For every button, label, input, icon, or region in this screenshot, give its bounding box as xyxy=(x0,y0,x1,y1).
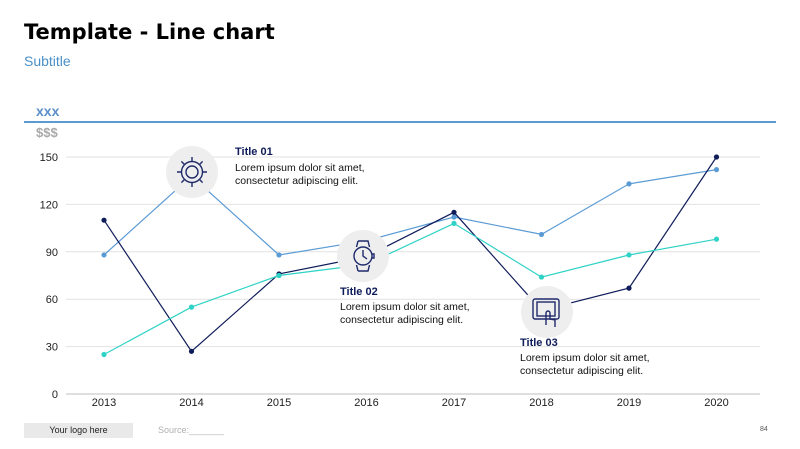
series-3-point xyxy=(626,252,632,258)
callout-2-text-line-1: Lorem ipsum dolor sit amet, xyxy=(340,301,470,313)
x-tick-label: 2016 xyxy=(354,397,378,409)
y-tick-label: 120 xyxy=(40,199,58,211)
y-tick-label: 90 xyxy=(46,247,58,259)
chart-unit-label: $$$ xyxy=(36,125,58,140)
logo-placeholder: Your logo here xyxy=(24,423,133,438)
series-3-point xyxy=(276,272,282,279)
chart-series-label: xxx xyxy=(36,103,60,119)
callout-2-icon-circle xyxy=(337,230,389,282)
series-3-point xyxy=(713,236,720,242)
series-3-point xyxy=(101,351,107,358)
watch-icon xyxy=(353,240,375,272)
x-tick-label: 2017 xyxy=(442,397,466,409)
callout-3-text-line-2: consectetur adipiscing elit. xyxy=(520,365,644,377)
series-3-line xyxy=(103,222,717,356)
gear-icon xyxy=(177,157,207,187)
y-tick-label: 30 xyxy=(46,342,58,354)
callout-2-title: Title 02 xyxy=(340,286,378,298)
callout-1-icon-circle xyxy=(166,146,218,198)
series-1-point xyxy=(101,252,107,258)
series-2-point xyxy=(101,217,107,223)
y-tick-label: 0 xyxy=(52,389,58,401)
series-1-point xyxy=(276,252,282,258)
callout-3-title: Title 03 xyxy=(520,337,558,349)
series-1-point xyxy=(538,231,545,238)
series-1-point xyxy=(626,181,632,187)
source-note: Source:_______ xyxy=(158,425,225,435)
series-3-point xyxy=(188,304,195,310)
series-2-point xyxy=(626,285,632,291)
y-tick-label: 60 xyxy=(46,294,58,306)
x-tick-label: 2019 xyxy=(617,397,641,409)
callout-1-text-line-1: Lorem ipsum dolor sit amet, xyxy=(235,162,365,174)
series-3-point xyxy=(538,274,545,280)
y-tick-label: 150 xyxy=(40,152,58,164)
page-subtitle: Subtitle xyxy=(24,53,71,69)
series-3-point xyxy=(451,220,457,226)
callout-3-icon-circle xyxy=(521,286,573,338)
y-axis-ticks: 0 30 60 90 120 150 xyxy=(40,152,58,401)
page-number: 84 xyxy=(760,426,768,433)
header-rule xyxy=(24,121,776,123)
callout-1-title: Title 01 xyxy=(235,146,273,158)
page-title: Template - Line chart xyxy=(24,20,275,44)
series-2-point xyxy=(713,154,720,160)
x-axis-ticks: 2013 2014 2015 2016 2017 2018 2019 2020 xyxy=(92,397,729,409)
series-2-line xyxy=(103,156,717,353)
callout-1-text-line-2: consectetur adipiscing elit. xyxy=(235,175,359,187)
x-tick-label: 2020 xyxy=(704,397,728,409)
x-tick-label: 2015 xyxy=(267,397,291,409)
callout-2-text-line-2: consectetur adipiscing elit. xyxy=(340,314,464,326)
x-tick-label: 2018 xyxy=(529,397,553,409)
series-2-point xyxy=(188,348,195,354)
series-1-point xyxy=(451,214,457,220)
chart-grid xyxy=(66,156,760,395)
x-tick-label: 2014 xyxy=(179,397,203,409)
touch-device-icon xyxy=(532,298,560,327)
series-1-point xyxy=(713,167,720,173)
series-2-point xyxy=(451,209,457,215)
callout-3-text-line-1: Lorem ipsum dolor sit amet, xyxy=(520,352,650,364)
x-tick-label: 2013 xyxy=(92,397,116,409)
